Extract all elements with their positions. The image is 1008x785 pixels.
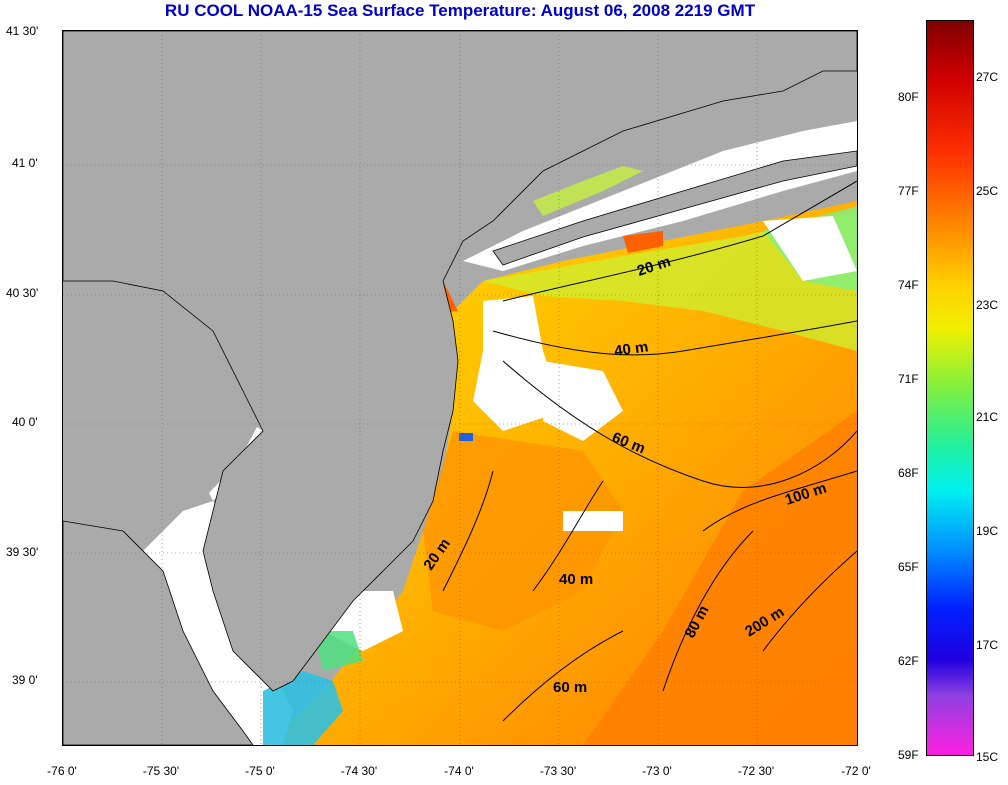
cloud-patch bbox=[763, 216, 857, 281]
lon-tick-label: -73 0' bbox=[642, 764, 672, 778]
colorbar-c-label: 25C bbox=[976, 184, 999, 198]
lon-tick-label: -75 0' bbox=[245, 764, 275, 778]
isobaths bbox=[442, 180, 857, 722]
cool-north-band bbox=[483, 211, 857, 351]
colorbar-f-label: 77F bbox=[898, 184, 919, 198]
colorbar-c-label: 17C bbox=[976, 638, 999, 652]
colorbar-f-label: 59F bbox=[898, 748, 919, 762]
lon-tick-label: -74 0' bbox=[444, 764, 474, 778]
colorbar-c-label: 27C bbox=[976, 70, 999, 84]
lon-tick-label: -75 30' bbox=[142, 764, 180, 778]
lon-tick-label: -73 30' bbox=[539, 764, 577, 778]
lat-tick-label: 40 0' bbox=[12, 415, 38, 429]
land-long-island bbox=[492, 150, 857, 266]
colorbar-f-label: 80F bbox=[898, 90, 919, 104]
graticule bbox=[63, 31, 857, 745]
cool-nearshore bbox=[263, 671, 343, 745]
temperature-colorbar bbox=[926, 20, 974, 756]
delaware-bay bbox=[143, 501, 293, 745]
lon-tick-label: -76 0' bbox=[47, 764, 77, 778]
colorbar-gradient bbox=[927, 21, 973, 755]
warm-nearshore bbox=[423, 431, 623, 631]
cool-nearshore bbox=[313, 631, 363, 671]
lat-tick-label: 41 0' bbox=[12, 156, 38, 170]
lat-tick-label: 39 30' bbox=[6, 545, 39, 559]
lon-tick-label: -72 30' bbox=[737, 764, 775, 778]
lat-tick-label: 41 30' bbox=[6, 24, 39, 38]
colorbar-f-label: 71F bbox=[898, 372, 919, 386]
cloud-patch bbox=[563, 511, 623, 531]
lat-tick-label: 39 0' bbox=[12, 673, 38, 687]
lon-tick-label: -72 0' bbox=[841, 764, 871, 778]
land-delmarva bbox=[63, 520, 254, 745]
colorbar-c-label: 15C bbox=[976, 750, 999, 764]
sst-map-canvas: 20 m 40 m 60 m 100 m 20 m 40 m 80 m 200 … bbox=[63, 31, 857, 745]
colorbar-f-label: 62F bbox=[898, 654, 919, 668]
sst-map: 20 m 40 m 60 m 100 m 20 m 40 m 80 m 200 … bbox=[62, 30, 858, 746]
warm-spot bbox=[623, 231, 663, 253]
land-coastline bbox=[63, 31, 857, 692]
map-title: RU COOL NOAA-15 Sea Surface Temperature:… bbox=[164, 1, 756, 20]
lat-tick-label: 40 30' bbox=[6, 286, 39, 300]
cold-spot bbox=[459, 433, 473, 441]
cloud-patch bbox=[473, 296, 563, 431]
colorbar-c-label: 23C bbox=[976, 298, 999, 312]
colorbar-c-label: 21C bbox=[976, 410, 999, 424]
sound-water bbox=[533, 166, 643, 216]
colorbar-f-label: 68F bbox=[898, 466, 919, 480]
warm-offshore bbox=[583, 411, 857, 745]
colorbar-c-label: 19C bbox=[976, 524, 999, 538]
colorbar-f-label: 74F bbox=[898, 278, 919, 292]
cloud-patch bbox=[543, 361, 623, 441]
isobath-label: 60 m bbox=[553, 679, 587, 696]
isobath-label: 40 m bbox=[613, 338, 649, 360]
colorbar-f-label: 65F bbox=[898, 560, 919, 574]
isobath-label: 40 m bbox=[559, 571, 593, 588]
lon-tick-label: -74 30' bbox=[340, 764, 378, 778]
